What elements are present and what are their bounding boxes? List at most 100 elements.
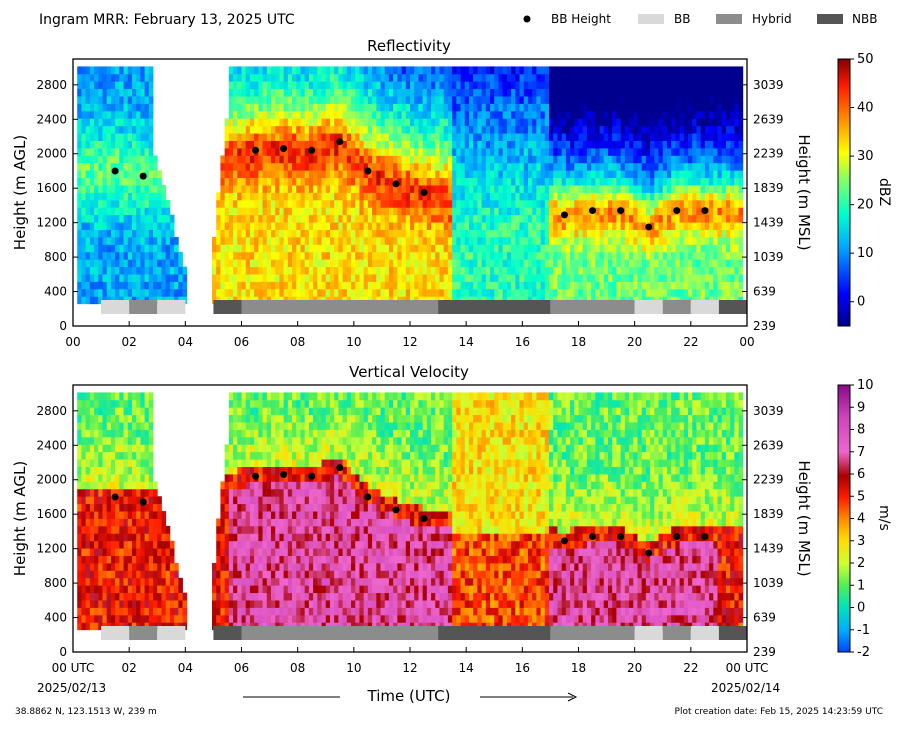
heatmap-cell xyxy=(696,289,701,297)
heatmap-cell xyxy=(583,74,588,82)
heatmap-cell xyxy=(726,222,731,230)
heatmap-cell xyxy=(612,155,617,163)
heatmap-cell xyxy=(322,215,327,223)
heatmap-cell xyxy=(145,252,150,260)
heatmap-cell xyxy=(600,89,605,97)
heatmap-cell xyxy=(300,170,305,178)
heatmap-cell xyxy=(718,141,723,149)
heatmap-cell xyxy=(170,282,175,290)
heatmap-cell xyxy=(77,282,82,290)
heatmap-cell xyxy=(625,126,630,134)
heatmap-cell xyxy=(709,104,714,112)
heatmap-cell xyxy=(140,267,145,275)
heatmap-cell xyxy=(503,230,508,238)
heatmap-cell xyxy=(654,222,659,230)
heatmap-cell xyxy=(98,430,103,438)
heatmap-cell xyxy=(86,444,91,452)
heatmap-cell xyxy=(309,133,314,141)
heatmap-cell xyxy=(629,230,634,238)
heatmap-cell xyxy=(612,170,617,178)
heatmap-cell xyxy=(368,230,373,238)
heatmap-cell xyxy=(128,126,133,134)
heatmap-cell xyxy=(616,126,621,134)
heatmap-cell xyxy=(161,207,166,215)
heatmap-cell xyxy=(616,222,621,230)
heatmap-cell xyxy=(739,126,744,134)
heatmap-cell xyxy=(90,548,95,556)
heatmap-cell xyxy=(684,185,689,193)
heatmap-cell xyxy=(279,193,284,201)
heatmap-cell xyxy=(364,81,369,89)
heatmap-cell xyxy=(233,133,238,141)
heatmap-cell xyxy=(461,237,466,245)
heatmap-cell xyxy=(595,259,600,267)
heatmap-cell xyxy=(414,74,419,82)
heatmap-cell xyxy=(368,267,373,275)
heatmap-cell xyxy=(435,215,440,223)
heatmap-cell xyxy=(608,141,613,149)
heatmap-cell xyxy=(587,244,592,252)
heatmap-cell xyxy=(313,126,318,134)
heatmap-cell xyxy=(418,200,423,208)
heatmap-cell xyxy=(170,244,175,252)
heatmap-cell xyxy=(372,267,377,275)
heatmap-cell xyxy=(671,244,676,252)
heatmap-cell xyxy=(86,81,91,89)
heatmap-cell xyxy=(132,74,137,82)
heatmap-cell xyxy=(364,193,369,201)
heatmap-cell xyxy=(90,556,95,564)
heatmap-cell xyxy=(115,185,120,193)
heatmap-cell xyxy=(490,274,495,282)
heatmap-cell xyxy=(132,215,137,223)
heatmap-cell xyxy=(313,163,318,171)
heatmap-cell xyxy=(612,111,617,119)
heatmap-cell xyxy=(477,148,482,156)
heatmap-cell xyxy=(515,282,520,290)
heatmap-cell xyxy=(557,289,562,297)
heatmap-cell xyxy=(490,193,495,201)
heatmap-cell xyxy=(305,282,310,290)
heatmap-cell xyxy=(402,74,407,82)
heatmap-cell xyxy=(305,81,310,89)
heatmap-cell xyxy=(174,282,179,290)
heatmap-cell xyxy=(279,118,284,126)
heatmap-cell xyxy=(688,126,693,134)
y-right-tick-label: 1839 xyxy=(753,181,784,195)
heatmap-cell xyxy=(452,282,457,290)
heatmap-cell xyxy=(347,237,352,245)
heatmap-cell xyxy=(359,155,364,163)
heatmap-cell xyxy=(102,489,107,497)
heatmap-cell xyxy=(216,222,221,230)
heatmap-cell xyxy=(507,111,512,119)
heatmap-cell xyxy=(94,541,99,549)
heatmap-cell xyxy=(439,96,444,104)
heatmap-cell xyxy=(98,474,103,482)
heatmap-cell xyxy=(667,200,672,208)
heatmap-cell xyxy=(275,96,280,104)
heatmap-cell xyxy=(368,74,373,82)
heatmap-cell xyxy=(637,163,642,171)
heatmap-cell xyxy=(107,282,112,290)
heatmap-cell xyxy=(473,259,478,267)
heatmap-cell xyxy=(305,74,310,82)
heatmap-cell xyxy=(465,104,470,112)
heatmap-cell xyxy=(385,207,390,215)
heatmap-cell xyxy=(355,282,360,290)
heatmap-cell xyxy=(444,259,449,267)
heatmap-cell xyxy=(705,244,710,252)
heatmap-cell xyxy=(81,400,86,408)
heatmap-cell xyxy=(595,66,600,74)
heatmap-cell xyxy=(77,519,82,527)
heatmap-cell xyxy=(149,252,154,260)
heatmap-cell xyxy=(705,222,710,230)
heatmap-cell xyxy=(595,230,600,238)
heatmap-cell xyxy=(77,193,82,201)
heatmap-cell xyxy=(313,222,318,230)
heatmap-cell xyxy=(718,155,723,163)
heatmap-cell xyxy=(157,230,162,238)
heatmap-cell xyxy=(427,259,432,267)
heatmap-cell xyxy=(469,89,474,97)
heatmap-cell xyxy=(587,118,592,126)
heatmap-cell xyxy=(659,96,664,104)
heatmap-cell xyxy=(296,215,301,223)
